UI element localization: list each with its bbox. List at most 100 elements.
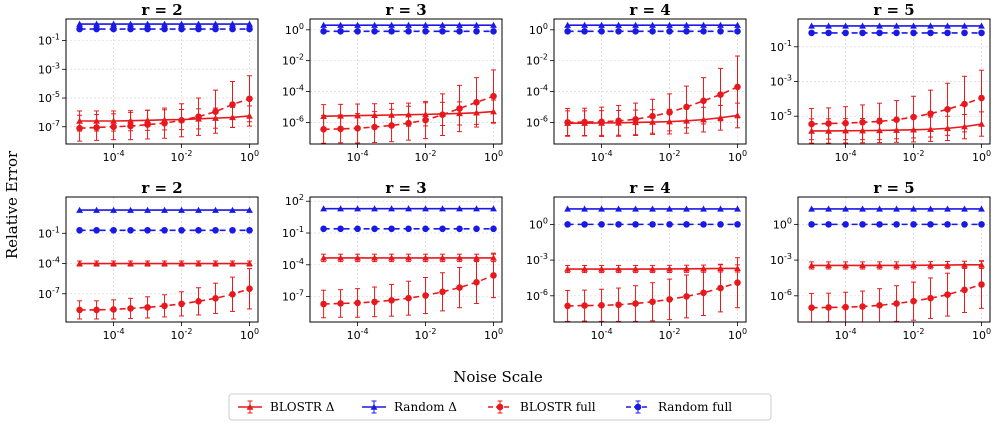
data-point — [649, 265, 656, 272]
panel-6: 10-4 10-2 100 102 10-1 10-4 10-7 r = 3 — [282, 179, 503, 342]
x-tick-label: 10-2 — [903, 149, 925, 164]
y-tick-label: 10-1 — [282, 225, 304, 240]
panel-title: r = 2 — [141, 1, 182, 19]
data-point — [944, 291, 951, 298]
data-point — [927, 22, 934, 29]
series-blostr-delta — [320, 253, 497, 263]
data-point — [666, 21, 673, 28]
data-point — [564, 221, 571, 228]
data-point — [825, 120, 832, 127]
data-point — [490, 205, 497, 212]
data-point — [876, 221, 883, 228]
data-point — [700, 221, 707, 228]
panel-frame — [309, 196, 503, 323]
data-point — [734, 21, 741, 28]
panel-title: r = 5 — [873, 179, 914, 197]
data-point — [337, 205, 344, 212]
data-point — [354, 124, 361, 132]
data-point — [842, 303, 849, 311]
data-point — [337, 21, 344, 28]
data-point — [195, 298, 202, 305]
data-point — [246, 206, 253, 213]
data-point — [144, 260, 151, 267]
data-point — [717, 205, 724, 212]
y-tick-label: 100 — [529, 22, 548, 37]
series-random-delta — [564, 205, 741, 212]
panel-frame — [65, 196, 259, 323]
data-point — [320, 21, 327, 28]
data-point — [212, 260, 219, 267]
x-tick-label: 10-4 — [591, 149, 613, 164]
data-point — [178, 206, 185, 213]
data-point — [456, 28, 463, 35]
panel-title: r = 4 — [629, 1, 670, 19]
data-point — [632, 21, 639, 28]
data-point — [490, 28, 497, 35]
data-point — [876, 302, 883, 309]
series-random-delta — [76, 20, 253, 27]
series-blostr-full — [808, 69, 985, 141]
data-point — [808, 120, 815, 128]
data-point — [825, 262, 832, 269]
data-point — [700, 28, 707, 35]
data-point — [944, 205, 951, 212]
data-point — [473, 205, 480, 212]
data-point — [859, 118, 866, 126]
data-point — [144, 25, 151, 33]
data-point — [944, 105, 951, 113]
y-tick-label: 10-6 — [282, 114, 304, 129]
data-point — [76, 124, 83, 132]
data-point — [666, 296, 673, 303]
data-point — [808, 22, 815, 29]
data-point — [490, 272, 497, 279]
x-tick-label: 100 — [484, 149, 503, 164]
data-point — [978, 205, 985, 212]
plot-area — [808, 22, 985, 144]
data-point — [229, 25, 236, 33]
data-point — [178, 260, 185, 267]
panel-frame — [553, 18, 747, 145]
data-point — [649, 221, 656, 228]
y-tick-label: 10-1 — [770, 39, 792, 54]
data-point — [473, 254, 480, 261]
data-point — [717, 91, 724, 98]
legend-marker — [634, 403, 642, 411]
data-point — [978, 22, 985, 29]
data-point — [490, 225, 497, 233]
data-point — [144, 206, 151, 213]
data-point — [354, 21, 361, 28]
data-point — [666, 109, 673, 116]
x-tick-label: 10-2 — [171, 149, 193, 164]
data-point — [893, 262, 900, 269]
data-point — [842, 22, 849, 29]
panel-title: r = 5 — [873, 1, 914, 19]
legend-marker — [370, 403, 378, 410]
x-tick-label: 10-2 — [659, 327, 681, 342]
data-point — [876, 262, 883, 269]
series-random-delta — [320, 21, 497, 28]
data-point — [859, 205, 866, 212]
data-point — [422, 254, 429, 261]
data-point — [961, 221, 968, 228]
data-point — [439, 111, 446, 118]
panel-3: 10-4 10-2 100 100 10-2 10-4 10-6 r = 4 — [526, 1, 747, 164]
data-point — [734, 279, 741, 287]
data-point — [581, 118, 588, 126]
data-point — [876, 22, 883, 29]
data-point — [632, 28, 639, 35]
data-point — [910, 22, 917, 29]
data-point — [388, 225, 395, 233]
data-point — [944, 261, 951, 268]
data-point — [161, 206, 168, 213]
y-tick-label: 102 — [285, 193, 304, 208]
data-point — [93, 260, 100, 267]
data-point — [632, 221, 639, 228]
series-blostr-full — [808, 260, 985, 322]
data-point — [110, 260, 117, 267]
series-random-full — [564, 221, 741, 228]
data-point — [320, 28, 327, 35]
data-point — [581, 265, 588, 272]
data-point — [127, 206, 134, 213]
data-point — [195, 226, 202, 234]
data-point — [93, 306, 100, 314]
